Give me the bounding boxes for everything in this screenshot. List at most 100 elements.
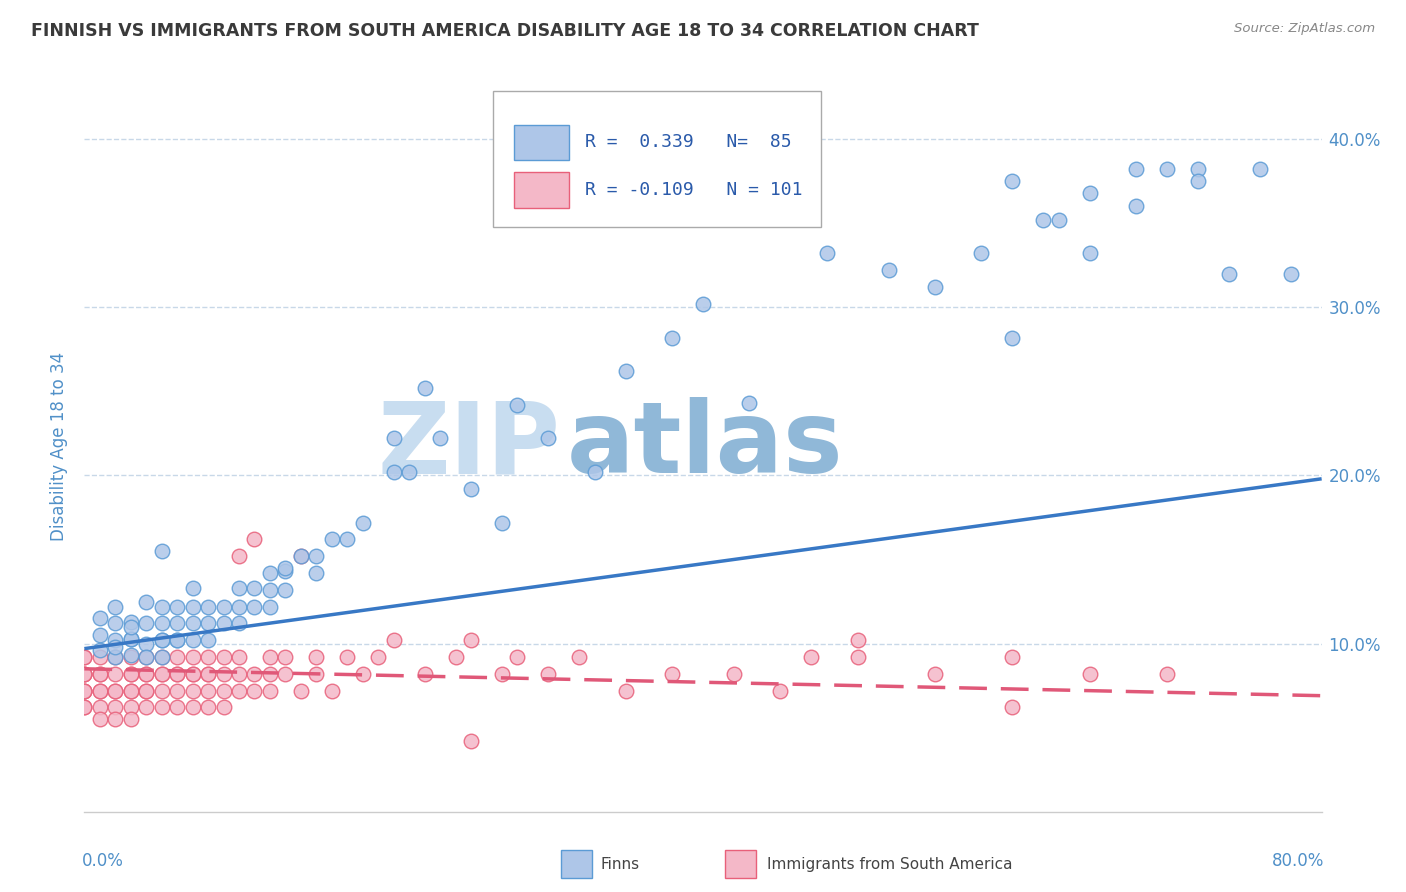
Point: [120, 666, 142, 681]
Y-axis label: Disability Age 18 to 34: Disability Age 18 to 34: [51, 351, 69, 541]
Point: [89, 666, 111, 681]
Point: [290, 683, 312, 698]
Point: [723, 666, 745, 681]
Point: [352, 666, 374, 681]
Point: [367, 650, 389, 665]
Point: [89, 611, 111, 625]
Point: [73, 683, 96, 698]
Point: [73, 650, 96, 665]
Point: [321, 683, 343, 698]
Point: [460, 734, 482, 748]
Point: [166, 683, 188, 698]
Point: [135, 683, 157, 698]
Point: [212, 599, 235, 614]
Text: 0.0%: 0.0%: [82, 852, 124, 870]
Point: [1187, 162, 1209, 177]
Point: [120, 632, 142, 646]
Point: [135, 683, 157, 698]
Point: [491, 516, 513, 530]
Point: [537, 666, 560, 681]
Point: [846, 650, 869, 665]
Point: [1156, 162, 1178, 177]
Point: [506, 650, 529, 665]
Point: [243, 533, 266, 547]
Point: [583, 465, 606, 479]
Point: [413, 381, 436, 395]
Point: [197, 666, 219, 681]
Point: [166, 616, 188, 631]
Point: [243, 599, 266, 614]
Point: [1125, 199, 1147, 213]
Point: [120, 650, 142, 665]
Point: [274, 666, 297, 681]
Point: [1249, 162, 1271, 177]
Text: R = -0.109   N = 101: R = -0.109 N = 101: [585, 181, 803, 199]
Point: [352, 516, 374, 530]
Point: [135, 666, 157, 681]
Point: [135, 700, 157, 714]
Bar: [513, 172, 569, 208]
Point: [104, 683, 127, 698]
Point: [89, 628, 111, 642]
Point: [150, 666, 173, 681]
Point: [104, 650, 127, 665]
Point: [120, 666, 142, 681]
Point: [181, 650, 204, 665]
Point: [150, 599, 173, 614]
Point: [104, 683, 127, 698]
Point: [120, 632, 142, 646]
Point: [1001, 174, 1024, 188]
Point: [73, 683, 96, 698]
Point: [336, 533, 359, 547]
Point: [290, 549, 312, 563]
Point: [228, 666, 250, 681]
Point: [73, 683, 96, 698]
Point: [769, 683, 792, 698]
Point: [1279, 267, 1302, 281]
Point: [398, 465, 420, 479]
Point: [259, 650, 281, 665]
Point: [305, 650, 328, 665]
Text: Source: ZipAtlas.com: Source: ZipAtlas.com: [1234, 22, 1375, 36]
Point: [89, 712, 111, 726]
Point: [568, 650, 591, 665]
Point: [135, 594, 157, 608]
Text: ZIP: ZIP: [378, 398, 561, 494]
FancyBboxPatch shape: [492, 91, 821, 227]
Point: [104, 712, 127, 726]
Point: [259, 566, 281, 580]
Text: 80.0%: 80.0%: [1272, 852, 1324, 870]
Point: [197, 683, 219, 698]
Point: [305, 666, 328, 681]
Text: Immigrants from South America: Immigrants from South America: [768, 857, 1012, 871]
Point: [274, 561, 297, 575]
Point: [150, 683, 173, 698]
Point: [181, 633, 204, 648]
Point: [1001, 700, 1024, 714]
Point: [212, 666, 235, 681]
Point: [89, 700, 111, 714]
Point: [259, 683, 281, 698]
Point: [120, 615, 142, 629]
Point: [228, 683, 250, 698]
Point: [181, 581, 204, 595]
Point: [661, 666, 683, 681]
Point: [150, 544, 173, 558]
Bar: [513, 125, 569, 160]
Point: [135, 616, 157, 631]
Point: [89, 666, 111, 681]
Point: [274, 650, 297, 665]
Text: Finns: Finns: [600, 857, 640, 871]
Point: [1218, 267, 1240, 281]
Point: [614, 683, 637, 698]
Point: [89, 683, 111, 698]
Point: [800, 650, 823, 665]
Point: [181, 700, 204, 714]
Point: [429, 432, 451, 446]
Point: [243, 581, 266, 595]
Point: [924, 280, 946, 294]
Point: [1156, 666, 1178, 681]
Point: [336, 650, 359, 665]
Point: [212, 683, 235, 698]
Point: [212, 650, 235, 665]
